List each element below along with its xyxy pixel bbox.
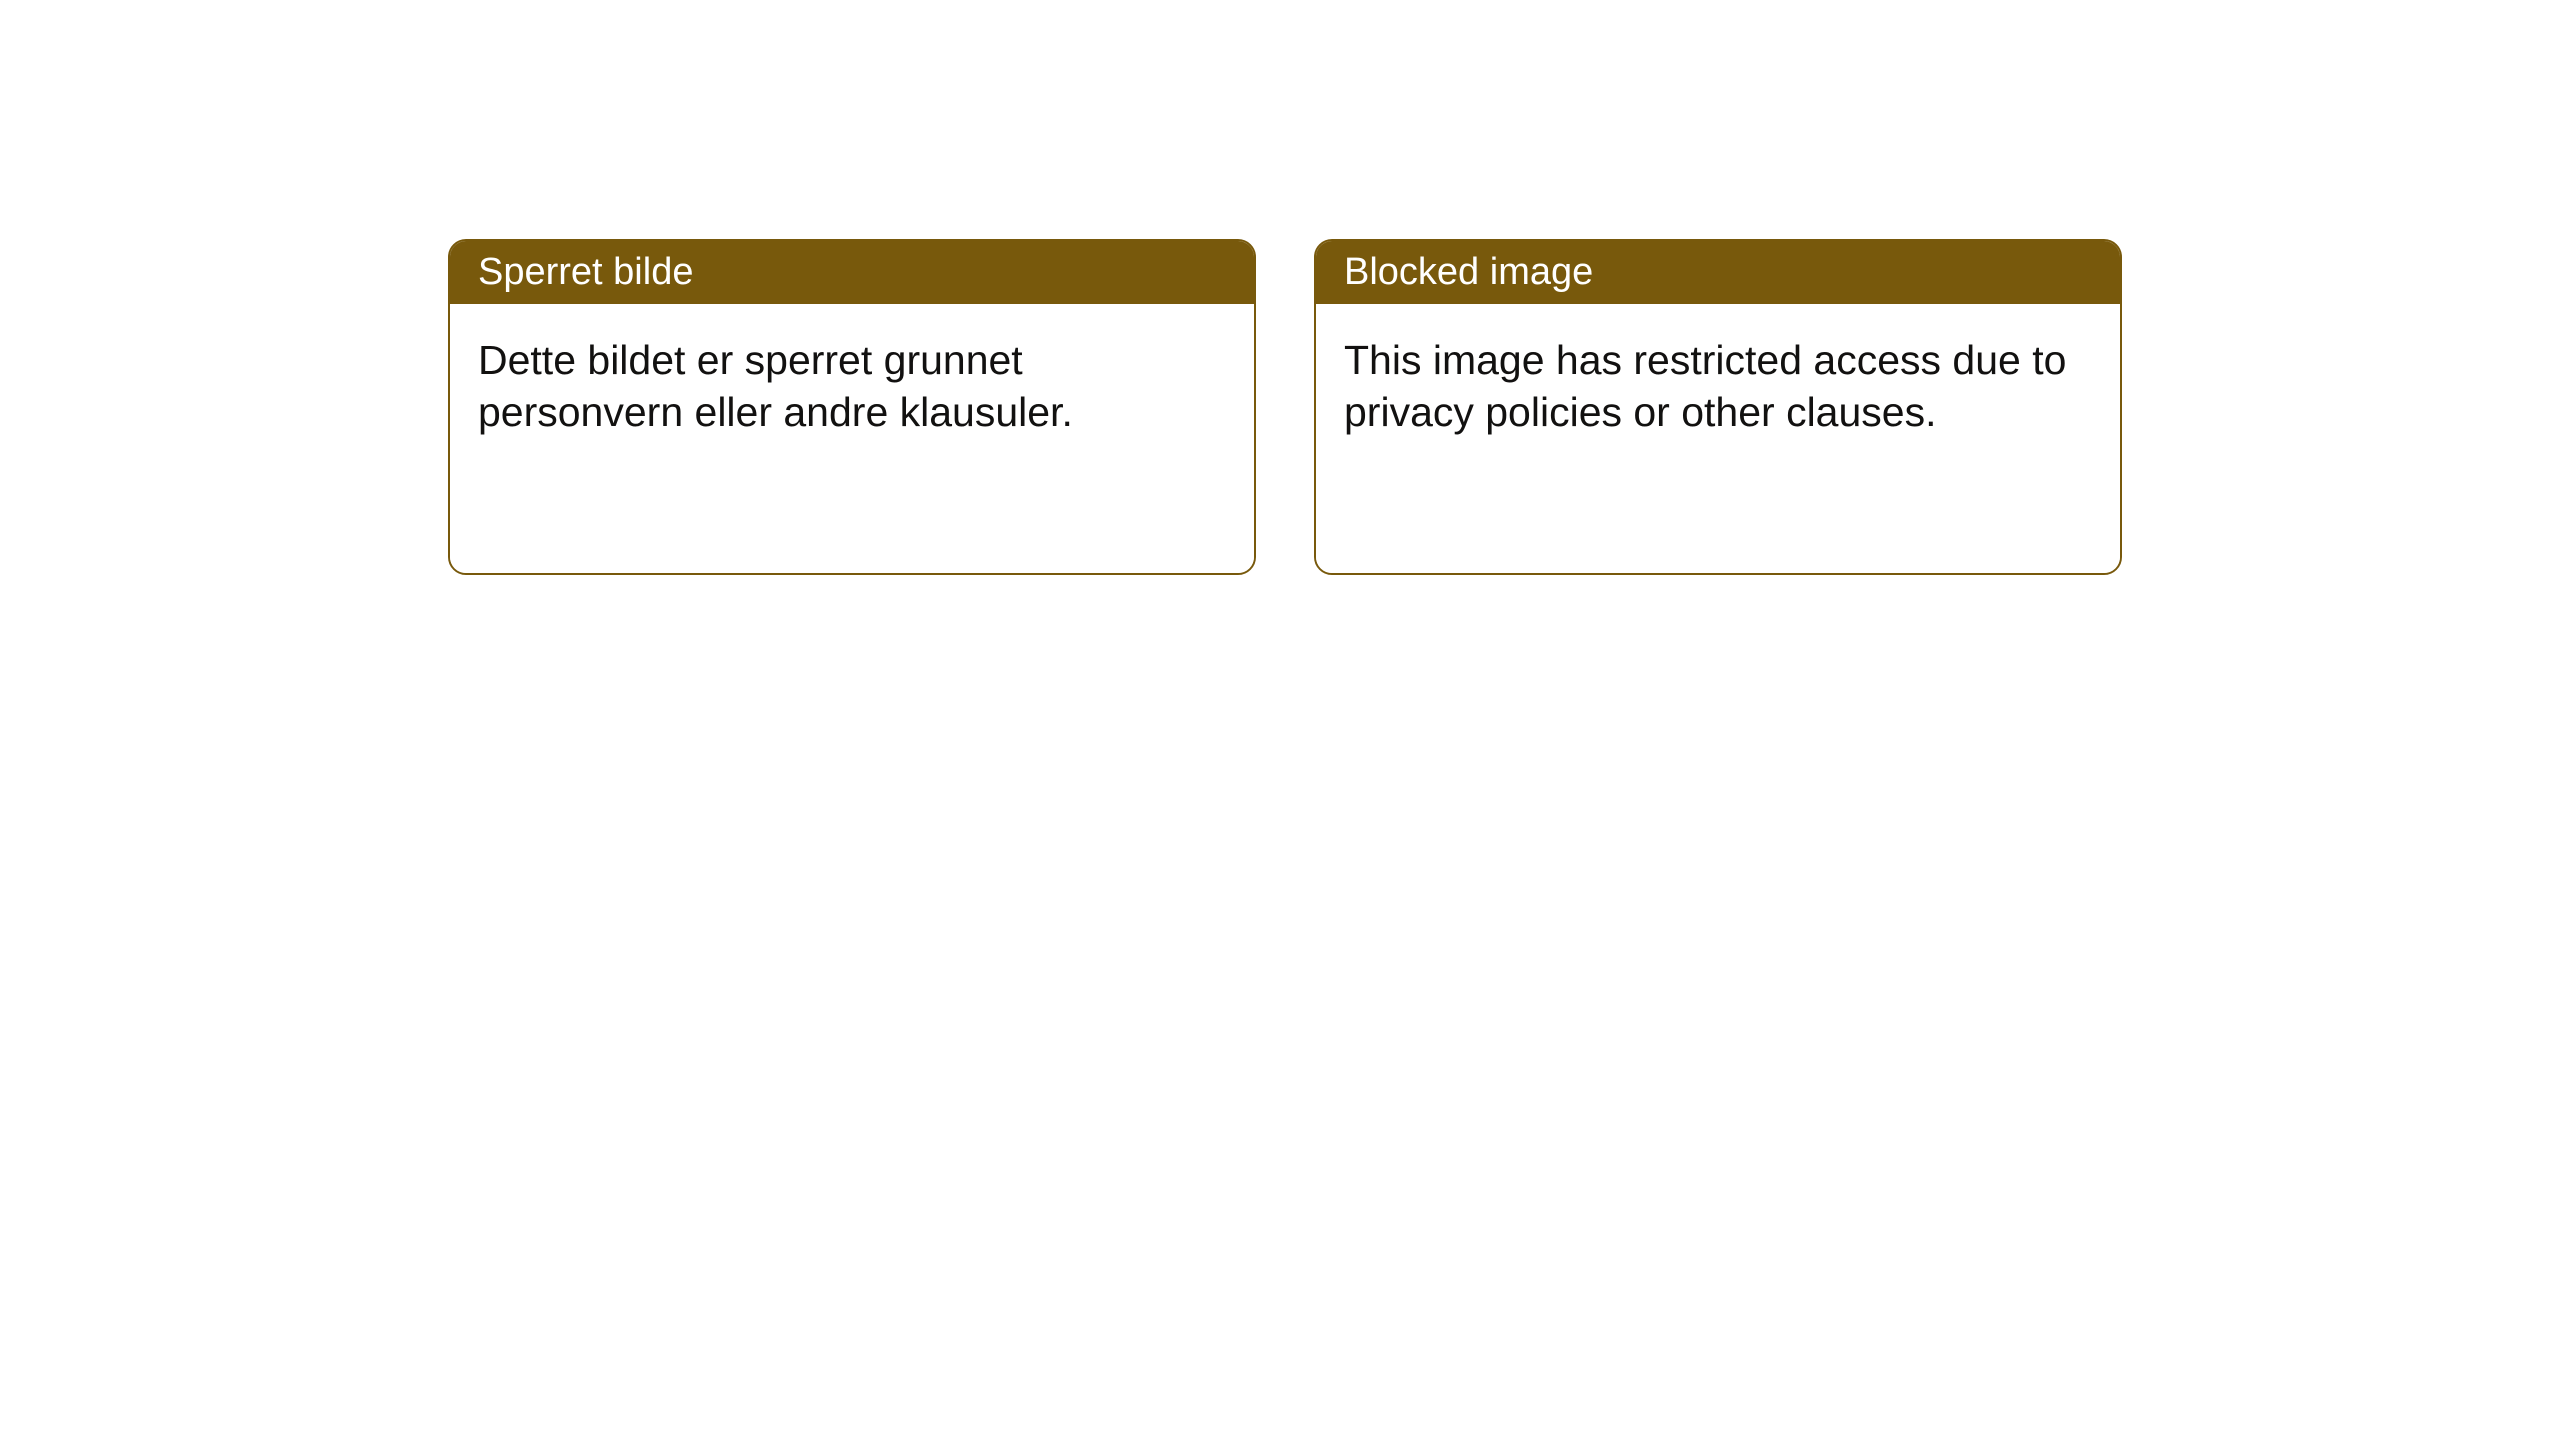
card-title: Blocked image <box>1344 251 1593 293</box>
card-header: Blocked image <box>1316 241 2120 304</box>
notice-container: Sperret bilde Dette bildet er sperret gr… <box>448 239 2122 575</box>
notice-card-english: Blocked image This image has restricted … <box>1314 239 2122 575</box>
card-body: This image has restricted access due to … <box>1316 304 2120 573</box>
card-message: This image has restricted access due to … <box>1344 337 2066 435</box>
card-title: Sperret bilde <box>478 251 693 293</box>
card-header: Sperret bilde <box>450 241 1254 304</box>
card-body: Dette bildet er sperret grunnet personve… <box>450 304 1254 573</box>
card-message: Dette bildet er sperret grunnet personve… <box>478 337 1073 435</box>
notice-card-norwegian: Sperret bilde Dette bildet er sperret gr… <box>448 239 1256 575</box>
